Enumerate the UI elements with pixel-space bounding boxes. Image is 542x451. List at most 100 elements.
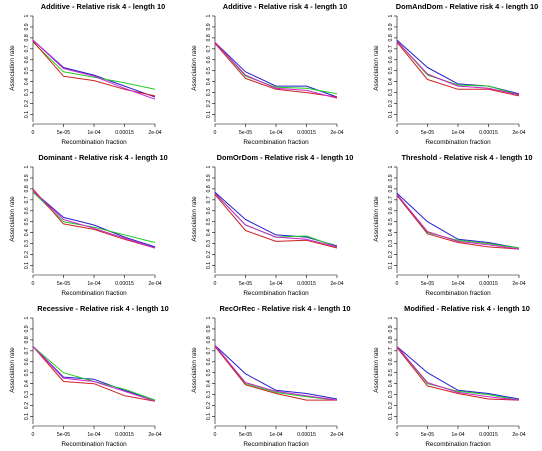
series-line-1	[32, 346, 156, 401]
y-tick-label: 0.2	[24, 100, 30, 107]
panel-title: Modified - Relative risk 4 - length 10	[404, 304, 530, 313]
y-axis-label: Association rate	[373, 347, 380, 393]
series-line-2	[396, 40, 520, 96]
x-axis-label: Recombination fraction	[61, 139, 127, 146]
x-tick-label: 1e-04	[87, 281, 100, 287]
x-tick-label: 1e-04	[451, 281, 464, 287]
x-tick-label: 5e-05	[239, 130, 252, 136]
y-tick-label: 1	[24, 165, 30, 168]
series-line-1	[32, 39, 156, 98]
y-tick-label: 0.9	[206, 23, 212, 30]
x-tick-label: 1e-04	[451, 432, 464, 438]
y-tick-label: 1	[206, 165, 212, 168]
y-tick-label: 0.1	[388, 111, 394, 118]
panel-7: Recessive - Relative risk 4 - length 10 0…	[9, 304, 169, 448]
x-tick-label: 5e-05	[239, 281, 252, 287]
x-tick-label: 0.00015	[297, 130, 316, 136]
y-tick-label: 0.9	[388, 23, 394, 30]
x-tick-label: 5e-05	[57, 432, 70, 438]
x-tick-label: 0	[32, 432, 35, 438]
y-tick-label: 0.4	[24, 229, 30, 236]
y-tick-label: 1	[388, 316, 394, 319]
y-tick-label: 0.1	[206, 111, 212, 118]
x-tick-label: 5e-05	[421, 130, 434, 136]
x-tick-label: 1e-04	[87, 432, 100, 438]
series-line-2	[32, 346, 156, 401]
y-tick-label: 0.2	[206, 402, 212, 409]
y-tick-label: 0.5	[388, 369, 394, 376]
series-line-4	[214, 41, 338, 99]
panel-title: Threshold - Relative risk 4 - length 10	[401, 153, 532, 162]
panel-title: RecOrRec - Relative risk 4 - length 10	[219, 304, 350, 313]
series-line-1	[214, 191, 338, 247]
y-tick-label: 0.2	[388, 251, 394, 258]
y-tick-label: 0.9	[24, 325, 30, 332]
y-tick-label: 0.9	[24, 174, 30, 181]
series-line-3	[396, 347, 520, 401]
x-tick-label: 2e-04	[330, 281, 343, 287]
x-tick-label: 0.00015	[479, 130, 498, 136]
y-tick-label: 0.8	[206, 34, 212, 41]
x-axis-label: Recombination fraction	[425, 290, 491, 297]
series-line-1	[32, 190, 156, 248]
y-tick-label: 0.1	[388, 262, 394, 269]
y-tick-label: 1	[388, 14, 394, 17]
y-tick-label: 0.6	[206, 207, 212, 214]
x-tick-label: 2e-04	[512, 432, 525, 438]
panel-9: Modified - Relative risk 4 - length 10 0.…	[373, 304, 530, 448]
y-tick-label: 0.4	[24, 78, 30, 85]
y-tick-label: 0.8	[24, 336, 30, 343]
y-tick-label: 1	[388, 165, 394, 168]
y-tick-label: 0.5	[388, 67, 394, 74]
y-tick-label: 0.9	[388, 174, 394, 181]
series-line-4	[32, 190, 156, 249]
x-tick-label: 0.00015	[479, 432, 498, 438]
x-tick-label: 5e-05	[239, 432, 252, 438]
x-tick-label: 0	[214, 281, 217, 287]
y-tick-label: 0.2	[24, 251, 30, 258]
x-tick-label: 2e-04	[148, 130, 161, 136]
y-axis-label: Association rate	[9, 347, 16, 393]
y-tick-label: 0.8	[388, 34, 394, 41]
y-tick-label: 1	[206, 14, 212, 17]
y-tick-label: 0.3	[206, 240, 212, 247]
panel-title: DomAndDom - Relative risk 4 - length 10	[396, 2, 539, 11]
x-tick-label: 5e-05	[421, 281, 434, 287]
y-tick-label: 1	[206, 316, 212, 319]
series-line-3	[32, 346, 156, 402]
panel-title: Additive - Relative risk 4 - length 10	[223, 2, 347, 11]
y-tick-label: 0.8	[206, 185, 212, 192]
y-tick-label: 0.2	[206, 100, 212, 107]
x-tick-label: 0.00015	[297, 432, 316, 438]
y-tick-label: 0.7	[24, 45, 30, 52]
y-tick-label: 0.1	[388, 413, 394, 420]
x-tick-label: 0.00015	[115, 130, 134, 136]
x-tick-label: 0	[396, 130, 399, 136]
y-tick-label: 0.4	[388, 229, 394, 236]
series-line-1	[396, 192, 520, 249]
y-tick-label: 0.1	[24, 111, 30, 118]
x-tick-label: 0.00015	[115, 432, 134, 438]
y-tick-label: 0.8	[388, 336, 394, 343]
series-line-2	[396, 194, 520, 249]
y-tick-label: 0.2	[206, 251, 212, 258]
y-tick-label: 0.7	[388, 45, 394, 52]
series-line-3	[214, 43, 338, 98]
panel-1: Additive - Relative risk 4 - length 10 0.…	[9, 2, 165, 146]
x-tick-label: 2e-04	[330, 432, 343, 438]
y-tick-label: 0.8	[206, 336, 212, 343]
x-tick-label: 1e-04	[87, 130, 100, 136]
panel-3: DomAndDom - Relative risk 4 - length 10 0…	[373, 2, 538, 146]
y-tick-label: 0.5	[206, 67, 212, 74]
y-tick-label: 0.6	[388, 56, 394, 63]
x-tick-label: 1e-04	[269, 281, 282, 287]
x-axis-label: Recombination fraction	[425, 441, 491, 448]
y-tick-label: 0.5	[206, 369, 212, 376]
x-tick-label: 0	[396, 432, 399, 438]
series-line-3	[396, 41, 520, 97]
x-tick-label: 0	[32, 130, 35, 136]
y-tick-label: 0.5	[24, 218, 30, 225]
series-line-2	[214, 192, 338, 248]
y-tick-label: 0.4	[206, 229, 212, 236]
